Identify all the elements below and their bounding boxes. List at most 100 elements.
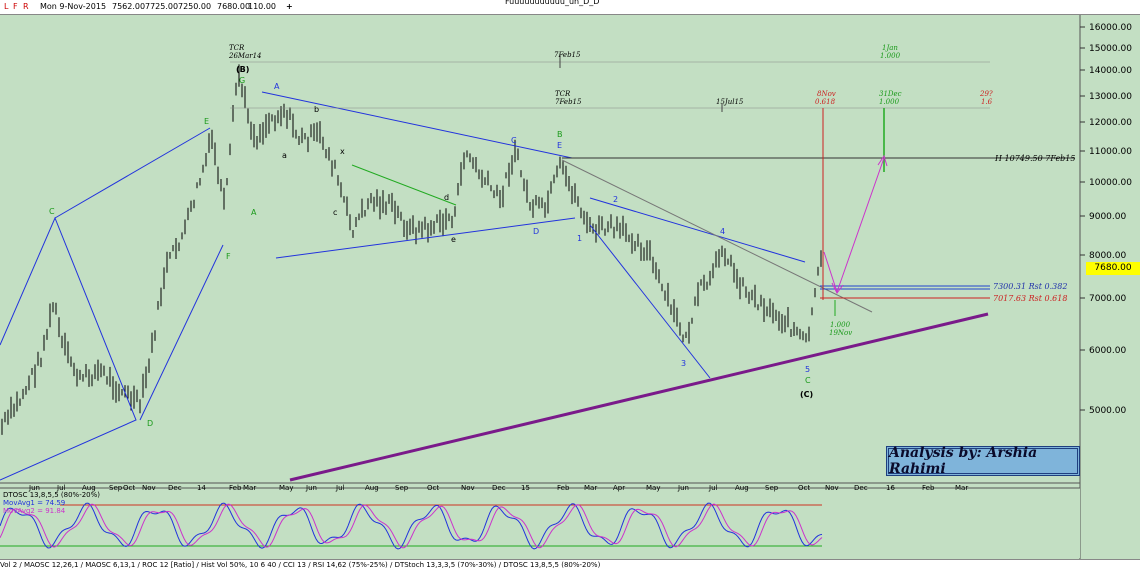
x-tick-label: Oct bbox=[798, 484, 810, 492]
x-tick-label: Feb bbox=[229, 484, 242, 492]
blue-trendline-bottom bbox=[275, 217, 576, 259]
y-tick-label: 13000.00 bbox=[1089, 92, 1132, 102]
green-trendline bbox=[351, 164, 457, 206]
purple-support bbox=[289, 312, 989, 482]
x-tick-label: Dec bbox=[492, 484, 506, 492]
r-icon[interactable]: R bbox=[23, 2, 29, 11]
y-tick-label: 14000.00 bbox=[1089, 66, 1132, 76]
wave-label-c-major: (C) bbox=[800, 390, 813, 399]
trend-lines bbox=[0, 55, 1075, 482]
x-tick-label: Mar bbox=[955, 484, 968, 492]
x-tick-label: Sep bbox=[395, 484, 409, 492]
time-marker-2-bottom: 7Feb15 bbox=[554, 51, 581, 59]
time-marker-1-bottom: 26Mar14 bbox=[228, 52, 262, 60]
wave-label-e-blue: E bbox=[557, 141, 562, 150]
wave-label-a-green: A bbox=[251, 208, 257, 217]
wave-label-1: 1 bbox=[577, 234, 582, 243]
level-labels: H 10749.50 7Feb15 7300.31 Rst 0.382 7017… bbox=[993, 154, 1075, 303]
x-tick-label: Jun bbox=[677, 484, 689, 492]
wave-label-c-blue: C bbox=[511, 136, 517, 145]
x-tick-label: May bbox=[279, 484, 293, 492]
oscillator-info: DTOSC 13,8,5,5 (80%-20%) MovAvg1 = 74.59… bbox=[3, 491, 100, 515]
time-marker-7-bottom: 1.000 bbox=[879, 98, 900, 106]
x-tick-label: May bbox=[646, 484, 660, 492]
y-tick-label: 11000.00 bbox=[1089, 147, 1132, 157]
x-tick-label: Sep bbox=[765, 484, 779, 492]
x-tick-label: Aug bbox=[735, 484, 749, 492]
x-tick-label: 16 bbox=[886, 484, 895, 492]
wave-label-3: 3 bbox=[681, 359, 686, 368]
time-marker-4-bottom: 15Jul15 bbox=[716, 98, 744, 106]
blue-trendline-left bbox=[0, 216, 137, 481]
analysis-label: Analysis by: Arshia Rahimi bbox=[886, 445, 1080, 477]
toolbar-close: 7680.00 bbox=[217, 2, 251, 11]
main-panel bbox=[0, 15, 1080, 481]
wave-label-f: F bbox=[226, 252, 231, 261]
blue-trendline-ef bbox=[54, 127, 211, 219]
plus-icon[interactable]: + bbox=[286, 2, 293, 11]
x-tick-label: Jul bbox=[708, 484, 718, 492]
wave-label-x: x bbox=[340, 147, 345, 156]
wave-label-c-green: C bbox=[805, 376, 811, 385]
wave-label-d-small: d bbox=[444, 193, 449, 202]
wave-label-b-green: B bbox=[557, 130, 563, 139]
y-axis: 16000.00 15000.00 14000.00 13000.00 12000.00… bbox=[1080, 23, 1132, 416]
toolbar-date: Mon 9-Nov-2015 bbox=[40, 2, 107, 11]
x-tick-label: Dec bbox=[854, 484, 868, 492]
toolbar-open: 7562.00 bbox=[112, 2, 146, 11]
toolbar: L F R Mon 9-Nov-2015 7562.00 7725.00 725… bbox=[0, 0, 1140, 15]
time-marker-1-top: TCR bbox=[229, 44, 245, 52]
level-high-label: H 10749.50 7Feb15 bbox=[994, 154, 1075, 163]
time-marker-6-top: 8Nov bbox=[817, 90, 836, 98]
wave-label-a-blue: A bbox=[274, 82, 280, 91]
oscillator bbox=[0, 502, 823, 550]
time-marker-5-top: 1Jan bbox=[882, 44, 898, 52]
toolbar-low: 7250.00 bbox=[178, 2, 212, 11]
wave-labels: (B) G F E C D A A B C D E a b c d e x 1 … bbox=[49, 65, 813, 428]
l-icon[interactable]: L bbox=[4, 2, 9, 11]
indicator-tabs[interactable]: Vol 2 / MAOSC 12,26,1 / MAOSC 6,13,1 / R… bbox=[0, 559, 1140, 571]
x-tick-label: Feb bbox=[557, 484, 570, 492]
time-marker-3-top: TCR bbox=[555, 90, 571, 98]
time-marker-9-bottom: 19Nov bbox=[829, 329, 852, 337]
x-tick-label: Jun bbox=[28, 484, 40, 492]
toolbar-high: 7725.00 bbox=[145, 2, 179, 11]
wave-label-b-small: b bbox=[314, 105, 319, 114]
level-618-label: 7017.63 Rst 0.618 bbox=[993, 294, 1067, 303]
time-marker-labels: TCR 26Mar14 7Feb15 TCR 7Feb15 15Jul15 1J… bbox=[228, 44, 993, 337]
level-382-label: 7300.31 Rst 0.382 bbox=[993, 282, 1067, 291]
osc-info-line2: MovAvg1 = 74.59 bbox=[3, 499, 66, 507]
wave-label-b-major: (B) bbox=[236, 65, 249, 74]
blue-channel-bottom bbox=[589, 224, 711, 379]
chart-title: Fuuuuuuuuuuu_un_D_D bbox=[505, 0, 600, 6]
x-tick-label: Aug bbox=[82, 484, 96, 492]
blue-trendline-top bbox=[261, 91, 573, 159]
wave-label-e: E bbox=[204, 117, 209, 126]
wave-label-d: D bbox=[147, 419, 153, 428]
x-tick-label: Dec bbox=[168, 484, 182, 492]
x-tick-label: Apr bbox=[613, 484, 625, 492]
x-tick-label: Feb bbox=[922, 484, 935, 492]
time-marker-7-top: 31Dec bbox=[879, 90, 902, 98]
blue-channel-top bbox=[589, 197, 806, 263]
x-tick-label: Mar bbox=[243, 484, 256, 492]
toolbar-change: 110.00 bbox=[248, 2, 276, 11]
y-tick-label: 15000.00 bbox=[1089, 44, 1132, 54]
x-axis: Jun Jul Aug Sep Oct Nov Dec 14 Feb Mar May Jun Jul Au… bbox=[28, 484, 968, 492]
wave-label-a-small: a bbox=[282, 151, 287, 160]
time-marker-8-bottom: 1.6 bbox=[981, 98, 993, 106]
x-tick-label: 14 bbox=[197, 484, 206, 492]
time-marker-5-bottom: 1.000 bbox=[880, 52, 901, 60]
y-tick-label: 7000.00 bbox=[1089, 294, 1126, 304]
wave-label-c-small: c bbox=[333, 208, 337, 217]
wave-label-5: 5 bbox=[805, 365, 810, 374]
y-tick-label: 8000.00 bbox=[1089, 251, 1126, 261]
time-marker-8-top: 29? bbox=[979, 90, 993, 98]
wave-label-e-small: e bbox=[451, 235, 456, 244]
wave-label-c: C bbox=[49, 207, 55, 216]
time-marker-3-bottom: 7Feb15 bbox=[555, 98, 582, 106]
osc-line-movavg2 bbox=[0, 503, 823, 549]
x-tick-label: Oct bbox=[123, 484, 135, 492]
f-icon[interactable]: F bbox=[13, 2, 18, 11]
